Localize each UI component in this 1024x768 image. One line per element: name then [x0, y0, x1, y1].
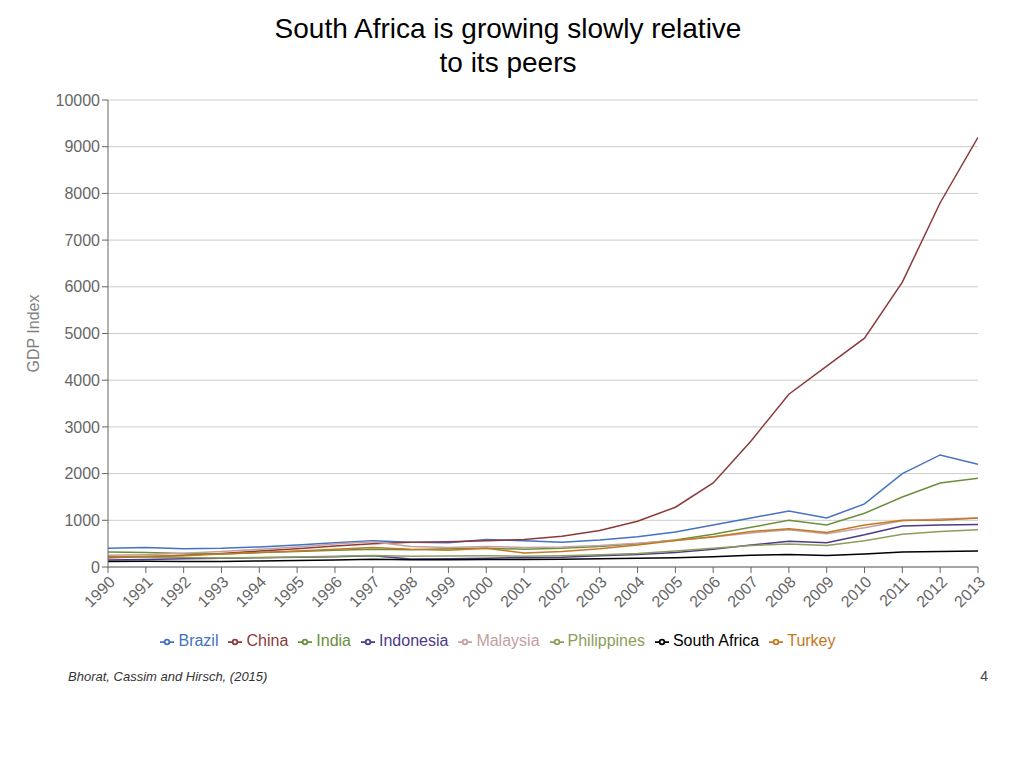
svg-text:2011: 2011 [876, 573, 912, 609]
svg-text:1993: 1993 [194, 573, 231, 610]
html-text:Philippines: Philippines [567, 632, 645, 649]
svg-text:1997: 1997 [346, 573, 383, 610]
svg-text:3000: 3000 [64, 419, 100, 436]
html-text:to its peers: to its peers [439, 47, 577, 78]
svg-text:1990: 1990 [81, 573, 118, 610]
svg-text:1992: 1992 [157, 573, 194, 610]
svg-text:2013: 2013 [951, 573, 988, 610]
html-text:4: 4 [980, 668, 988, 684]
svg-text:6000: 6000 [64, 278, 100, 295]
html-text:Turkey: Turkey [787, 632, 836, 649]
svg-text:1994: 1994 [232, 573, 269, 610]
svg-text:1991: 1991 [119, 573, 156, 610]
svg-text:2006: 2006 [686, 573, 723, 610]
svg-text:2012: 2012 [913, 573, 950, 610]
svg-text:2002: 2002 [535, 573, 572, 610]
svg-text:2004: 2004 [611, 573, 648, 610]
svg-text:2000: 2000 [459, 573, 496, 610]
svg-text:10000: 10000 [56, 92, 101, 109]
svg-text:GDP Index: GDP Index [25, 295, 42, 373]
svg-text:0: 0 [91, 559, 100, 576]
html-text:South Africa is growing slowly: South Africa is growing slowly relative [274, 13, 742, 44]
svg-text:2010: 2010 [837, 573, 874, 610]
svg-text:2000: 2000 [64, 465, 100, 482]
html-text:China: China [246, 632, 289, 649]
svg-text:8000: 8000 [64, 185, 100, 202]
svg-text:2008: 2008 [762, 573, 799, 610]
html-text:Bhorat, Cassim and Hirsch, (20: Bhorat, Cassim and Hirsch, (2015) [68, 669, 268, 684]
html-text:India: India [316, 632, 351, 649]
svg-text:2003: 2003 [573, 573, 610, 610]
html-text:Brazil: Brazil [178, 632, 219, 649]
svg-text:1996: 1996 [308, 573, 345, 610]
svg-text:1999: 1999 [421, 573, 458, 610]
svg-text:7000: 7000 [64, 232, 100, 249]
svg-text:2005: 2005 [648, 573, 685, 610]
html-text:Indonesia: Indonesia [379, 632, 449, 649]
html-text:South Africa: South Africa [672, 632, 760, 649]
svg-text:1000: 1000 [64, 512, 100, 529]
svg-text:5000: 5000 [64, 325, 100, 342]
svg-text:4000: 4000 [64, 372, 100, 389]
svg-text:9000: 9000 [64, 138, 100, 155]
svg-text:1995: 1995 [270, 573, 307, 610]
svg-text:2009: 2009 [800, 573, 837, 610]
html-text:Malaysia: Malaysia [476, 632, 540, 649]
svg-text:2007: 2007 [724, 573, 761, 610]
svg-text:1998: 1998 [384, 573, 421, 610]
svg-text:2001: 2001 [497, 573, 534, 610]
